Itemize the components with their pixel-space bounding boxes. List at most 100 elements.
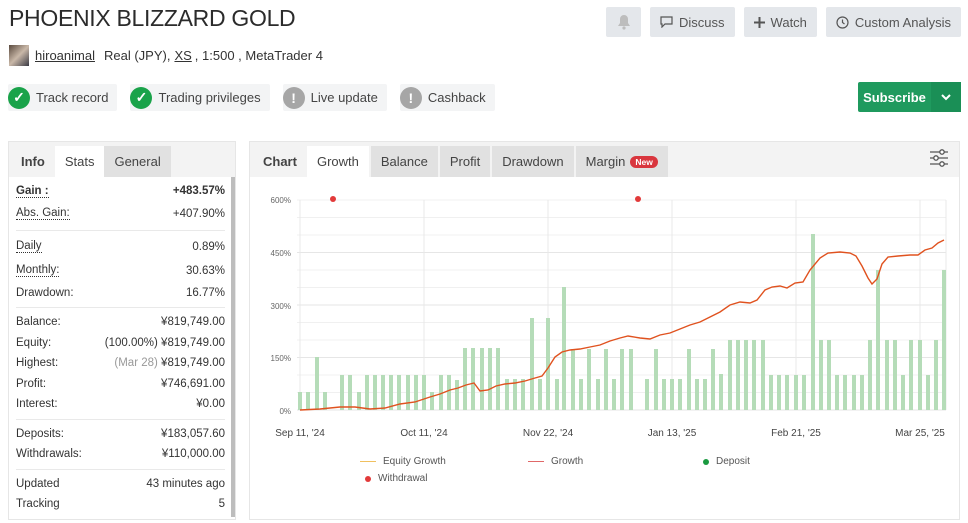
svg-text:300%: 300% xyxy=(271,302,291,311)
abs-gain-value: +407.90% xyxy=(172,207,225,220)
leverage-platform: , 1:500 , MetaTrader 4 xyxy=(194,48,323,63)
page-title: PHOENIX BLIZZARD GOLD xyxy=(9,5,296,31)
tab-growth[interactable]: Growth xyxy=(306,146,369,177)
interest-label: Interest: xyxy=(16,398,58,411)
badge-cashback[interactable]: ! Cashback xyxy=(399,84,495,111)
chart-panel: Chart Growth Balance Profit Drawdown Mar… xyxy=(249,141,960,520)
legend-label: Withdrawal xyxy=(378,473,428,484)
gain-value: +483.57% xyxy=(172,185,225,198)
margin-label: Margin xyxy=(585,154,626,169)
chart-tabs: Chart Growth Balance Profit Drawdown Mar… xyxy=(250,142,959,177)
svg-text:150%: 150% xyxy=(271,354,291,363)
badge-label: Track record xyxy=(36,90,109,105)
discuss-label: Discuss xyxy=(679,14,725,30)
profit-label: Profit: xyxy=(16,377,47,390)
legend-label: Equity Growth xyxy=(383,456,446,467)
legend-deposit[interactable]: Deposit xyxy=(703,456,750,467)
tab-drawdown[interactable]: Drawdown xyxy=(492,146,574,177)
tab-stats[interactable]: Stats xyxy=(54,146,105,177)
server-type-link[interactable]: XS xyxy=(174,48,192,63)
svg-text:450%: 450% xyxy=(271,249,291,258)
interest-value: ¥0.00 xyxy=(196,398,225,411)
svg-text:600%: 600% xyxy=(271,196,291,205)
equity-label: Equity: xyxy=(16,336,52,349)
gain-label[interactable]: Gain : xyxy=(16,184,49,198)
abs-gain-label[interactable]: Abs. Gain: xyxy=(16,207,70,220)
plus-icon xyxy=(753,16,765,28)
header-actions: Discuss Watch Custom Analysis xyxy=(606,7,961,37)
svg-text:Oct 11, '24: Oct 11, '24 xyxy=(400,428,448,439)
svg-text:Feb 21, '25: Feb 21, '25 xyxy=(771,428,821,439)
subscribe-button[interactable]: Subscribe xyxy=(858,82,961,112)
badge-label: Trading privileges xyxy=(158,90,261,105)
tab-balance[interactable]: Balance xyxy=(370,146,438,177)
highest-label: Highest: xyxy=(16,357,59,370)
new-badge: New xyxy=(630,155,658,168)
subscribe-label[interactable]: Subscribe xyxy=(863,89,926,105)
custom-analysis-label: Custom Analysis xyxy=(854,14,951,30)
username-link[interactable]: hiroanimal xyxy=(35,48,95,63)
daily-value: 0.89% xyxy=(192,240,225,253)
svg-text:Jan 13, '25: Jan 13, '25 xyxy=(648,428,697,439)
badge-live-update[interactable]: ! Live update xyxy=(282,84,387,111)
svg-text:Mar 25, '25: Mar 25, '25 xyxy=(895,428,945,439)
chart-heading: Chart xyxy=(263,154,297,169)
highest-date: (Mar 28) xyxy=(114,357,158,370)
activity-bars xyxy=(298,234,946,410)
tab-margin[interactable]: Margin New xyxy=(575,146,668,177)
drawdown-value: 16.77% xyxy=(185,286,225,299)
check-icon: ✓ xyxy=(130,86,153,109)
growth-line xyxy=(299,239,945,411)
equity-value: ¥819,749.00 xyxy=(161,336,225,349)
updated-label: Updated xyxy=(16,477,60,490)
badge-trading-privileges[interactable]: ✓ Trading privileges xyxy=(130,84,270,111)
balance-value: ¥819,749.00 xyxy=(161,316,225,329)
tab-general[interactable]: General xyxy=(104,146,171,177)
deposits-value: ¥183,057.60 xyxy=(161,427,225,440)
notify-button[interactable] xyxy=(606,7,642,37)
balance-label: Balance: xyxy=(16,316,61,329)
sliders-icon xyxy=(930,149,948,167)
exclamation-icon: ! xyxy=(399,86,422,109)
watch-button[interactable]: Watch xyxy=(743,7,817,37)
legend-equity-growth[interactable]: Equity Growth xyxy=(360,456,446,467)
legend-growth[interactable]: Growth xyxy=(528,456,583,467)
account-meta: hiroanimal Real (JPY), XS , 1:500 , Meta… xyxy=(9,45,323,66)
svg-text:Nov 22, '24: Nov 22, '24 xyxy=(523,428,574,439)
updated-value: 43 minutes ago xyxy=(146,477,225,490)
chart-settings-button[interactable] xyxy=(929,149,949,172)
withdrawal-marker xyxy=(635,196,641,202)
profit-value: ¥746,691.00 xyxy=(161,377,225,390)
stats-list: Gain : +483.57% Abs. Gain: +407.90% Daily 0… xyxy=(9,177,235,515)
avatar[interactable] xyxy=(9,45,29,66)
withdrawal-marker xyxy=(330,196,336,202)
highest-value: ¥819,749.00 xyxy=(161,357,225,370)
svg-text:Sep 11, '24: Sep 11, '24 xyxy=(275,428,325,439)
withdrawals-value: ¥110,000.00 xyxy=(161,448,225,461)
drawdown-label: Drawdown: xyxy=(16,286,74,299)
tab-profit[interactable]: Profit xyxy=(439,146,491,177)
y-axis-labels: 600% 450% 300% 150% 0% xyxy=(271,196,291,416)
svg-text:0%: 0% xyxy=(279,407,291,416)
badge-track-record[interactable]: ✓ Track record xyxy=(8,84,118,111)
legend-withdrawal[interactable]: Withdrawal xyxy=(365,473,427,484)
x-axis-labels: Sep 11, '24 Oct 11, '24 Nov 22, '24 Jan 13… xyxy=(275,428,945,439)
monthly-value: 30.63% xyxy=(185,264,225,277)
custom-analysis-button[interactable]: Custom Analysis xyxy=(825,7,961,37)
clock-icon xyxy=(836,15,849,29)
scrollbar[interactable] xyxy=(231,177,235,517)
subscribe-dropdown[interactable] xyxy=(931,82,961,112)
withdrawals-label: Withdrawals: xyxy=(16,448,82,461)
chevron-down-icon xyxy=(941,93,951,100)
stats-tabs: Info Stats General xyxy=(9,142,235,177)
tab-info[interactable]: Info xyxy=(21,154,45,169)
monthly-label[interactable]: Monthly: xyxy=(16,264,60,277)
account-type: Real (JPY), xyxy=(103,48,171,63)
discuss-button[interactable]: Discuss xyxy=(650,7,735,37)
check-icon: ✓ xyxy=(8,86,30,109)
daily-label[interactable]: Daily xyxy=(16,240,42,253)
badge-label: Live update xyxy=(310,90,378,105)
stats-panel: Info Stats General Gain : +483.57% Abs. G… xyxy=(8,141,236,520)
equity-percent: (100.00%) xyxy=(104,336,158,349)
watch-label: Watch xyxy=(770,14,807,30)
